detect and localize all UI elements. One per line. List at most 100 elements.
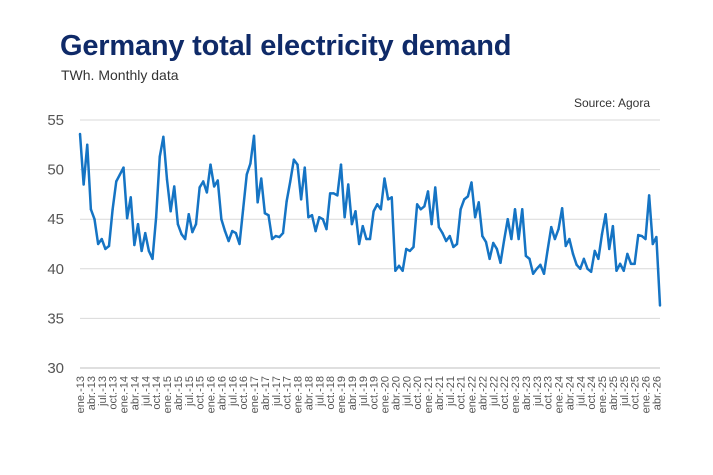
grid-lines	[80, 119, 660, 369]
data-point	[582, 257, 586, 261]
data-point	[296, 163, 299, 166]
x-tick-label: jul.-15	[184, 376, 196, 407]
x-tick-label: abr.-19	[347, 376, 359, 410]
data-point	[372, 210, 375, 213]
x-tick-label: abr.-24	[564, 376, 576, 410]
data-point	[593, 249, 596, 253]
data-point	[473, 216, 477, 219]
y-axis: 30 35 40 45 50 55	[47, 112, 64, 377]
data-point	[423, 205, 426, 208]
x-tick-label: oct.-22	[499, 376, 511, 410]
data-point	[314, 229, 317, 233]
series-group	[78, 132, 662, 307]
x-tick-label: oct.-25	[630, 376, 642, 410]
data-point	[419, 208, 422, 211]
data-point	[274, 234, 277, 238]
data-point	[78, 132, 82, 136]
data-point	[115, 180, 118, 183]
data-point	[241, 208, 245, 211]
data-point	[626, 252, 629, 256]
x-tick-label: oct.-19	[369, 376, 381, 410]
x-tick-label: ene.-13	[75, 376, 87, 413]
x-tick-label: jul.-19	[358, 376, 370, 407]
x-tick-label: ene.-24	[554, 376, 566, 413]
x-tick-label: jul.-14	[140, 376, 152, 407]
x-tick-label: abr.-17	[260, 376, 272, 410]
data-point	[332, 192, 335, 195]
data-point	[618, 262, 622, 266]
data-point	[506, 218, 509, 221]
data-point	[347, 183, 350, 186]
data-point	[383, 177, 386, 180]
data-point	[111, 208, 114, 211]
data-point	[299, 198, 303, 201]
x-tick-label: ene.-16	[206, 376, 218, 413]
x-tick-label: jul.-24	[575, 376, 587, 407]
data-point	[361, 224, 364, 228]
data-point	[321, 218, 325, 221]
data-point	[550, 225, 553, 229]
data-point	[655, 235, 658, 239]
x-tick-label: oct.-16	[238, 376, 250, 410]
data-point	[651, 242, 654, 246]
data-point	[470, 181, 473, 184]
data-point	[484, 240, 488, 244]
data-point	[343, 216, 346, 219]
data-point	[191, 230, 194, 234]
y-tick-label: 35	[47, 310, 64, 327]
data-point	[568, 237, 571, 241]
data-point	[622, 269, 625, 272]
data-point	[209, 163, 212, 166]
x-tick-label: oct.-20	[412, 376, 424, 410]
data-point	[615, 269, 618, 272]
data-point	[129, 196, 132, 199]
x-tick-label: ene.-15	[162, 376, 174, 413]
data-point	[100, 237, 103, 241]
x-tick-label: abr.-20	[390, 376, 402, 410]
y-tick-label: 40	[47, 261, 64, 278]
y-tick-label: 45	[47, 211, 64, 228]
data-point	[535, 267, 538, 270]
x-tick-label: ene.-23	[510, 376, 522, 413]
x-tick-label: jul.-25	[619, 376, 631, 407]
x-axis: ene.-13abr.-13jul.-13oct.-13ene.-14abr.-…	[75, 376, 663, 413]
data-point	[227, 239, 230, 243]
data-point	[455, 242, 459, 246]
data-point	[531, 272, 535, 275]
data-point	[169, 210, 172, 213]
data-point	[104, 247, 107, 251]
data-point	[198, 186, 201, 189]
data-point	[162, 135, 165, 139]
data-point	[278, 235, 281, 239]
data-point	[524, 254, 528, 258]
data-point	[597, 257, 600, 261]
data-point	[86, 143, 89, 146]
data-point	[180, 232, 183, 236]
data-point	[245, 173, 248, 176]
data-point	[238, 242, 241, 246]
x-tick-label: oct.-14	[151, 376, 163, 410]
data-point	[350, 222, 354, 226]
data-point	[289, 180, 292, 183]
data-point	[354, 210, 357, 213]
data-point	[481, 234, 484, 238]
data-point	[368, 237, 372, 241]
x-tick-label: abr.-18	[303, 376, 315, 410]
data-point	[216, 179, 219, 182]
data-point	[151, 257, 154, 261]
data-point	[466, 195, 470, 198]
data-point	[107, 244, 111, 248]
data-point	[386, 198, 390, 201]
data-point	[629, 262, 633, 266]
x-tick-label: jul.-23	[532, 376, 544, 407]
data-point	[89, 208, 93, 211]
data-point	[546, 248, 549, 252]
data-point	[336, 194, 339, 197]
data-point	[589, 270, 593, 273]
data-point	[249, 162, 252, 165]
data-point	[510, 237, 513, 241]
data-point	[252, 134, 256, 138]
data-point	[412, 245, 415, 249]
data-point	[394, 269, 397, 272]
data-point	[187, 213, 190, 216]
